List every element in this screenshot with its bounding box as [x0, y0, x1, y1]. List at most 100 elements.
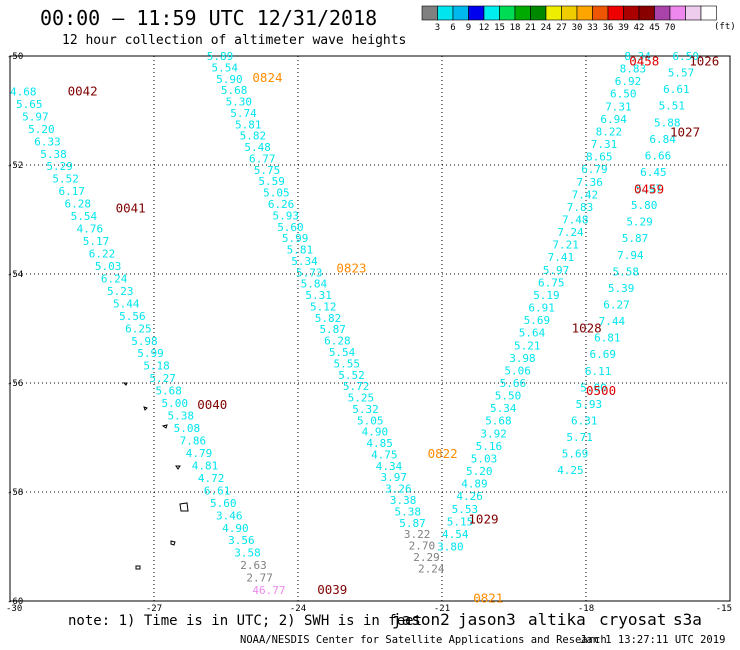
wave-height-value: 6.77 — [249, 152, 275, 165]
wave-height-value: 8.83 — [620, 63, 647, 76]
wave-height-value: 5.87 — [622, 232, 649, 245]
colorbar-label: 27 — [556, 23, 567, 33]
colorbar-label: 12 — [479, 23, 490, 33]
wave-height-value: 5.30 — [226, 96, 253, 109]
wave-height-value: 5.51 — [659, 100, 686, 113]
wave-height-value: 6.84 — [649, 133, 676, 146]
wave-height-value: 6.61 — [204, 484, 231, 497]
wave-height-value: 3.58 — [234, 547, 261, 560]
wave-height-value: 5.20 — [466, 465, 493, 478]
wave-height-value: 4.90 — [222, 522, 249, 535]
wave-height-value: 6.31 — [571, 414, 598, 427]
time-label: 0823 — [336, 261, 366, 276]
wave-height-value: 5.54 — [71, 210, 98, 223]
chart-subtitle: 12 hour collection of altimeter wave hei… — [62, 33, 406, 48]
colorbar-unit: (ft) — [714, 22, 736, 32]
wave-height-value: 5.87 — [319, 323, 346, 336]
wave-height-value: 6.26 — [268, 198, 295, 211]
island-shape — [143, 406, 148, 411]
wave-height-value: 5.75 — [254, 164, 281, 177]
time-label: 1027 — [670, 124, 700, 139]
colorbar-label: 42 — [634, 23, 645, 33]
wave-height-value: 5.68 — [221, 84, 248, 97]
time-label: 0822 — [428, 446, 458, 461]
legend-jason2: jason2 — [392, 610, 450, 629]
y-tick-label: -54 — [7, 270, 23, 280]
wave-height-value: 6.28 — [324, 335, 351, 348]
time-label: 0039 — [317, 582, 347, 597]
wave-height-value: 4.25 — [557, 464, 584, 477]
y-tick-label: -52 — [7, 161, 23, 171]
wave-height-value: 7.36 — [576, 176, 603, 189]
wave-height-value: 5.74 — [230, 107, 257, 120]
island-shape — [135, 565, 141, 570]
wave-height-value: 5.99 — [137, 347, 164, 360]
wave-height-value: 6.50 — [672, 50, 699, 63]
wave-height-value: 5.08 — [174, 422, 201, 435]
wave-height-value: 6.61 — [663, 83, 690, 96]
island-shape — [175, 465, 181, 470]
legend-jason3: jason3 — [458, 610, 516, 629]
wave-height-value: 3.56 — [228, 534, 255, 547]
colorbar-label: 21 — [525, 23, 536, 33]
wave-height-value: 5.82 — [315, 312, 342, 325]
colorbar-label: 6 — [450, 23, 455, 33]
time-label: 0821 — [473, 590, 503, 605]
colorbar-label: 39 — [618, 23, 629, 33]
wave-height-value: 3.38 — [390, 494, 417, 507]
wave-height-value: 5.12 — [310, 300, 337, 313]
colorbar-swatch — [561, 5, 578, 21]
colorbar-label: 3 — [435, 23, 440, 33]
track-0821-0824: 5.895.545.905.685.305.745.815.825.486.77… — [207, 50, 445, 575]
wave-height-value: 6.81 — [594, 332, 621, 345]
wave-height-value: 6.11 — [585, 365, 612, 378]
wave-height-value: 6.22 — [89, 247, 116, 260]
wave-height-value: 5.57 — [668, 67, 695, 80]
colorbar-swatch — [654, 5, 671, 21]
wave-height-value: 5.52 — [52, 173, 79, 186]
satellite-tracks: 4.685.655.975.206.335.385.295.526.176.28… — [10, 50, 699, 597]
time-label: 1026 — [689, 53, 719, 68]
wave-height-value: 5.03 — [95, 260, 122, 273]
time-labels: 0042 0041 0040 0039 0824 0823 0822 0821 1029 1028… — [68, 53, 720, 605]
wave-height-value: 7.44 — [599, 315, 626, 328]
wave-height-value: 3.26 — [385, 483, 412, 496]
wave-height-value: 5.06 — [504, 364, 531, 377]
colorbar-swatch — [530, 5, 547, 21]
wave-height-value: 2.70 — [409, 540, 436, 553]
wave-height-value: 5.90 — [216, 73, 243, 86]
time-label: 1028 — [572, 321, 602, 336]
wave-height-value: 7.24 — [557, 226, 584, 239]
wave-height-value: 5.81 — [235, 118, 262, 131]
wave-height-value: 6.50 — [610, 88, 637, 101]
wave-height-value: 5.21 — [514, 339, 541, 352]
track-0458-0500: 6.50 5.57 6.61 5.51 5.88 6.84 6.66 6.45 5.97 5.80… — [557, 50, 699, 477]
wave-height-value: 8.65 — [586, 151, 613, 164]
wave-height-value: 5.68 — [155, 385, 182, 398]
wave-height-value: 3.98 — [509, 352, 536, 365]
wave-height-value: 4.75 — [371, 448, 398, 461]
island-shape — [170, 540, 176, 546]
wave-height-value: 4.81 — [192, 459, 219, 472]
wave-height-value: 5.98 — [131, 335, 158, 348]
y-tick-label: -50 — [7, 52, 23, 62]
time-label: 0459 — [634, 182, 664, 197]
wave-height-value: 6.75 — [538, 276, 565, 289]
x-tick-label: -30 — [6, 604, 22, 614]
wave-height-value: 5.97 — [636, 183, 663, 196]
track-1026-1029: 8.348.836.926.507.316.948.227.318.656.79… — [437, 50, 651, 554]
colorbar-label: 33 — [587, 23, 598, 33]
wave-height-value: 5.05 — [357, 414, 384, 427]
wave-height-value: 5.71 — [566, 431, 593, 444]
wave-height-value: 5.19 — [533, 289, 560, 302]
wave-height-value: 7.31 — [605, 100, 632, 113]
wave-height-value: 5.15 — [447, 515, 474, 528]
colorbar-swatch — [545, 5, 562, 21]
wave-height-value: 6.28 — [65, 198, 92, 211]
wave-height-value: 5.29 — [626, 216, 653, 229]
colorbar-swatch — [437, 5, 454, 21]
wave-height-value: 6.79 — [581, 163, 608, 176]
wave-height-value: 6.91 — [528, 302, 555, 315]
time-label: 0040 — [197, 397, 227, 412]
wave-height-value: 2.24 — [418, 562, 445, 575]
